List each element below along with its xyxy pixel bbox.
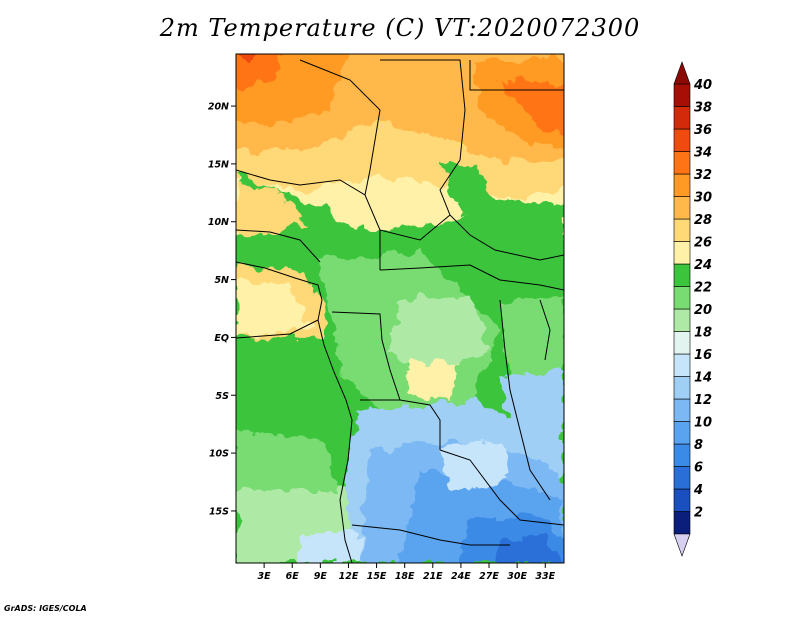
colorbar-label: 40 xyxy=(693,78,712,93)
colorbar-swatch xyxy=(673,151,691,175)
colorbar-label: 36 xyxy=(694,123,712,138)
colorbar-swatch xyxy=(673,466,691,490)
x-tick-label: 9E xyxy=(314,571,328,582)
x-tick-label: 24E xyxy=(451,571,471,582)
colorbar-swatch xyxy=(673,83,691,107)
colorbar-swatch xyxy=(673,398,691,422)
colorbar-label: 14 xyxy=(694,371,712,386)
x-tick-label: 12E xyxy=(339,571,359,582)
colorbar-over-arrow xyxy=(673,61,691,85)
y-tick-label: 20N xyxy=(208,102,229,113)
colorbar-label: 30 xyxy=(694,191,712,206)
y-tick-label: 10S xyxy=(209,449,229,460)
colorbar-swatch xyxy=(673,308,691,332)
colorbar-label: 8 xyxy=(694,438,703,453)
colorbar-label: 10 xyxy=(694,416,712,431)
x-tick-label: 21E xyxy=(423,571,443,582)
map-frame xyxy=(235,53,565,564)
colorbar-under-arrow xyxy=(673,533,691,557)
y-tick-label: EQ xyxy=(214,333,229,344)
colorbar-label: 4 xyxy=(693,483,703,498)
x-tick-label: 15E xyxy=(367,571,387,582)
colorbar-label: 24 xyxy=(694,258,712,273)
temperature-field xyxy=(236,54,564,563)
y-tick-label: 15N xyxy=(208,159,229,170)
colorbar-swatch xyxy=(673,511,691,535)
colorbar-swatch xyxy=(673,488,691,512)
colorbar-label: 38 xyxy=(694,101,712,116)
colorbar-label: 6 xyxy=(694,461,703,476)
colorbar-label: 32 xyxy=(694,168,712,183)
colorbar-label: 26 xyxy=(694,236,712,251)
colorbar-swatch xyxy=(673,173,691,197)
grads-credit: GrADS: IGES/COLA xyxy=(4,604,87,613)
colorbar-label: 18 xyxy=(694,326,712,341)
chart-title: 2m Temperature (C) VT:2020072300 xyxy=(159,14,641,42)
colorbar-swatch xyxy=(673,286,691,310)
colorbar-swatch xyxy=(673,263,691,287)
x-tick-label: 30E xyxy=(507,571,527,582)
colorbar-swatch xyxy=(673,376,691,400)
y-tick-label: 10N xyxy=(208,217,229,228)
colorbar-label: 22 xyxy=(694,281,712,296)
colorbar-label: 28 xyxy=(694,213,712,228)
colorbar-swatch xyxy=(673,331,691,355)
colorbar-label: 12 xyxy=(694,393,712,408)
y-tick-label: 5S xyxy=(216,391,230,402)
country-borders xyxy=(236,59,564,563)
colorbar-swatch xyxy=(673,353,691,377)
x-tick-label: 27E xyxy=(479,571,499,582)
colorbar-label: 34 xyxy=(694,146,712,161)
colorbar-label: 16 xyxy=(694,348,712,363)
y-tick-label: 15S xyxy=(209,506,229,517)
colorbar-swatch xyxy=(673,443,691,467)
x-tick-label: 18E xyxy=(395,571,415,582)
colorbar-swatch xyxy=(673,128,691,152)
colorbar-swatch xyxy=(673,196,691,220)
y-tick-label: 5N xyxy=(214,275,229,286)
colorbar-label: 20 xyxy=(694,303,712,318)
x-tick-label: 3E xyxy=(258,571,272,582)
x-tick-label: 33E xyxy=(535,571,555,582)
colorbar-swatch xyxy=(673,241,691,265)
colorbar-swatch xyxy=(673,106,691,130)
colorbar-swatch xyxy=(673,421,691,445)
x-tick-label: 6E xyxy=(286,571,300,582)
colorbar-label: 2 xyxy=(694,506,703,521)
axes: 3E 6E 9E 12E 15E 18E 21E 24E 27E 30E 33E 20N 15N 10N 5… xyxy=(208,102,556,582)
colorbar-swatch xyxy=(673,218,691,242)
